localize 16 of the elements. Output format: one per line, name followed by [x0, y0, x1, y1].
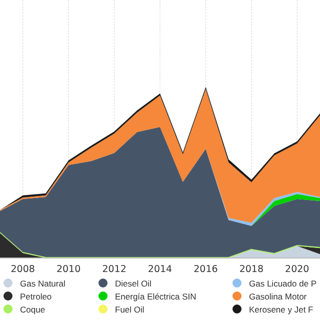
- x-tick-label: 2020: [285, 264, 310, 275]
- legend-label: Coque: [20, 304, 46, 314]
- x-tick-label: 2016: [194, 264, 218, 275]
- x-tick-label: 2018: [239, 264, 264, 275]
- legend-label: Kerosene y Jet F: [249, 304, 314, 314]
- legend-label: Diesel Oil: [115, 278, 152, 288]
- legend-label: Petroleo: [20, 292, 52, 302]
- legend-label: Energía Eléctrica SIN: [115, 292, 196, 302]
- legend-label: Gasolina Motor: [249, 292, 307, 302]
- legend-label: Gas Licuado de P: [249, 278, 317, 288]
- x-tick-label: 2010: [56, 264, 81, 275]
- legend-label: Gas Natural: [20, 278, 66, 288]
- legend-label: Fuel Oil: [115, 304, 144, 314]
- x-tick-label: 2012: [102, 264, 126, 275]
- x-tick-label: 2014: [148, 264, 172, 275]
- x-tick-label: 2008: [10, 264, 35, 275]
